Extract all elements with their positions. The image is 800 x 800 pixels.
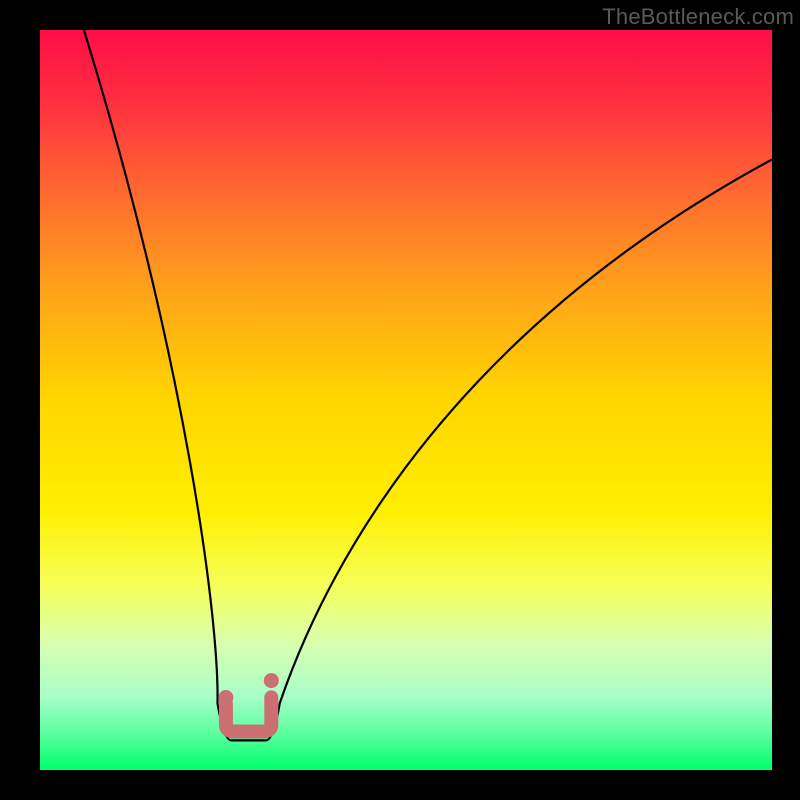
plot-svg xyxy=(0,0,800,800)
notch-dot-left xyxy=(218,690,233,705)
chart-container: TheBottleneck.com xyxy=(0,0,800,800)
gradient-background xyxy=(40,30,772,770)
watermark-text: TheBottleneck.com xyxy=(602,4,794,30)
plot-area xyxy=(0,0,800,800)
notch-dot-right xyxy=(264,673,279,688)
